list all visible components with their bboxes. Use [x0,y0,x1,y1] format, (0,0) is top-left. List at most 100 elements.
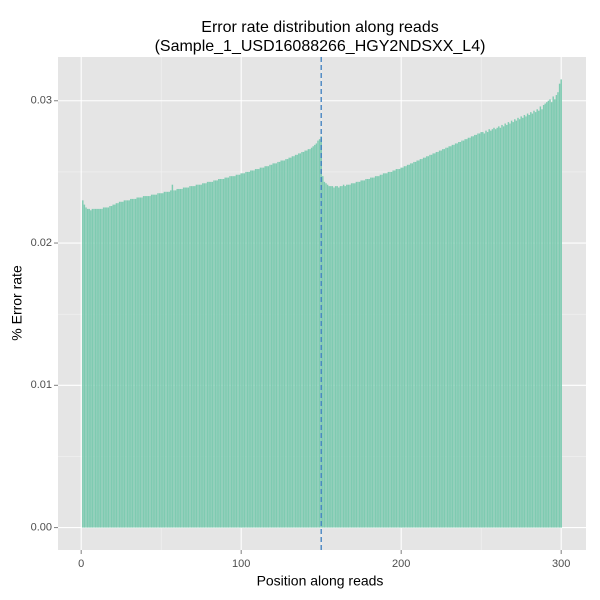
bar [149,196,151,528]
bar [490,130,492,528]
bar [403,166,406,528]
bar [242,173,244,528]
bar [206,181,209,528]
bar [232,176,234,528]
bar [179,188,182,528]
bar [96,208,98,528]
bar [523,114,526,528]
bar [142,196,145,528]
bar [171,184,174,528]
bar [530,112,532,528]
bar [218,179,220,528]
bar [374,176,377,528]
x-tick-label: 300 [552,558,570,570]
bar [413,161,415,528]
bar [147,196,150,528]
bar [157,193,159,528]
bar [158,193,161,528]
bar [501,124,503,528]
bar [312,146,314,528]
bar [210,181,212,528]
bar [440,150,442,528]
bar [136,197,138,528]
bar [533,110,535,528]
bar [438,150,441,528]
bar [154,194,156,528]
bar [230,176,233,528]
bar [190,186,193,528]
bar [213,180,215,528]
bar [419,159,422,528]
bar [437,151,439,528]
bar [370,177,372,528]
bar [274,163,276,528]
bar [354,183,356,528]
bar [395,169,398,528]
bar [405,166,407,528]
bar [278,161,281,528]
bar [349,184,351,528]
y-tick-label: 0.02 [31,237,52,249]
bar [192,186,194,528]
bar [227,177,230,528]
x-axis-title: Position along reads [257,573,384,589]
bar [496,127,498,528]
bar [432,153,434,528]
bar [174,190,177,528]
bar [229,176,231,528]
bar [539,106,542,528]
bar [410,163,412,528]
bar [526,113,529,528]
bar [430,154,433,528]
bar [379,174,382,528]
bar [280,160,282,528]
bar [272,163,274,528]
bar [106,207,108,528]
bar [222,179,225,528]
bar [397,169,399,528]
bar [518,119,521,528]
bar [445,147,447,528]
chart-subtitle: (Sample_1_USD16088266_HGY2NDSXX_L4) [155,38,486,55]
bar [474,134,476,528]
bar [498,126,500,528]
bar [296,154,298,528]
bar [166,191,169,528]
bar [536,109,538,528]
bar [264,166,266,528]
bar [122,201,124,528]
bar [554,99,556,528]
bar [283,160,286,528]
bar [363,180,366,528]
bar [453,144,455,528]
bar [538,110,540,528]
bar [131,198,134,528]
bar [427,156,430,528]
y-tick-label: 0.03 [31,95,52,107]
bar [371,177,374,528]
bar [362,180,364,528]
bar [328,186,330,528]
bar [373,177,375,528]
bar [326,184,329,528]
bar [246,171,249,528]
bar [381,174,383,528]
bar [125,200,127,528]
bar [486,132,489,528]
bar [194,186,196,528]
bar [334,186,337,528]
bar [250,170,252,528]
bar [461,140,463,528]
bar [152,194,154,528]
bar [424,157,426,528]
bar [294,154,297,528]
bar [251,170,254,528]
bar [195,184,198,528]
bar [435,151,438,528]
bar [378,176,380,528]
bar [408,164,410,528]
bar [277,161,279,528]
bar [560,79,562,528]
bar [176,188,178,528]
bar [387,171,390,528]
